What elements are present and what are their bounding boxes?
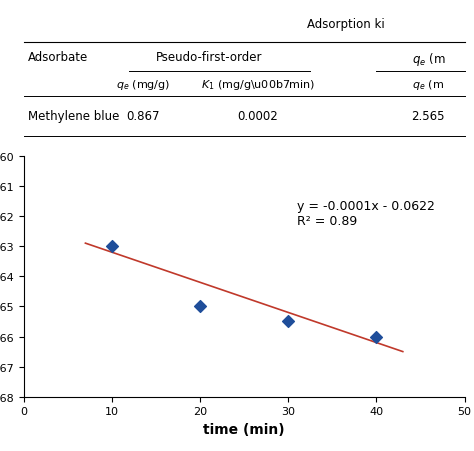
Point [284,318,292,325]
Text: 2.565: 2.565 [411,110,445,123]
Point [196,303,204,310]
Text: $K_1$ (mg/g\u00b7min): $K_1$ (mg/g\u00b7min) [201,78,314,92]
Text: $q_e$ (mg/g): $q_e$ (mg/g) [116,78,170,92]
Text: $q_e$ (m: $q_e$ (m [411,51,446,68]
Text: Adsorption ki: Adsorption ki [308,18,385,31]
Point [373,333,380,341]
Text: $q_e$ (m: $q_e$ (m [411,78,444,92]
Text: Pseudo-first-order: Pseudo-first-order [155,51,262,64]
Text: 0.0002: 0.0002 [237,110,278,123]
X-axis label: time (min): time (min) [203,422,285,436]
Text: 0.867: 0.867 [126,110,159,123]
Point [108,243,116,250]
Text: Adsorbate: Adsorbate [28,51,88,64]
Text: Methylene blue: Methylene blue [28,110,119,123]
Text: y = -0.0001x - 0.0622
R² = 0.89: y = -0.0001x - 0.0622 R² = 0.89 [297,200,435,228]
